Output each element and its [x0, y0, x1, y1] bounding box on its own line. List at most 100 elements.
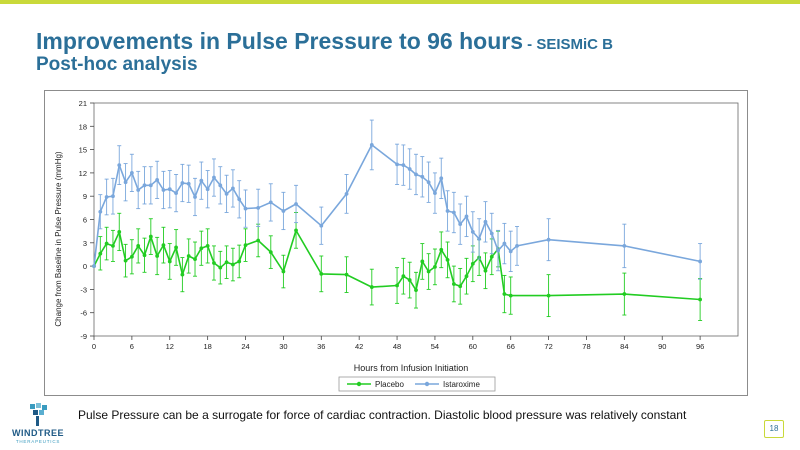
data-point: [104, 195, 109, 199]
data-point: [496, 248, 500, 253]
data-point: [123, 180, 128, 185]
x-axis-label: Hours from Infusion Initiation: [354, 363, 469, 373]
data-point: [401, 163, 406, 168]
title-main: Improvements in Pulse Pressure to 96 hou…: [36, 28, 523, 54]
data-point: [319, 223, 324, 228]
data-point: [268, 250, 273, 255]
y-tick-label: 6: [83, 216, 87, 225]
y-tick-label: -9: [80, 332, 87, 341]
data-point: [117, 163, 122, 168]
chart-panel: -9 -6 -3 0 3 6 9 12 15 18 21 0 6 12 18 24 30 36 42 48 54 60 66…: [44, 90, 748, 396]
data-point: [477, 237, 482, 241]
data-point: [199, 246, 204, 251]
data-point: [464, 214, 469, 219]
data-point: [224, 191, 229, 196]
slide-subtitle: Post-hoc analysis: [36, 54, 198, 75]
data-point: [515, 244, 519, 248]
data-point: [369, 285, 374, 289]
data-point: [451, 210, 456, 215]
y-tick-label: 18: [79, 122, 87, 131]
x-tick-label: 84: [620, 342, 628, 351]
data-point: [205, 187, 210, 192]
data-point: [243, 206, 248, 211]
data-point: [142, 183, 147, 188]
data-point: [123, 258, 128, 263]
data-point: [129, 171, 134, 175]
data-point: [433, 191, 437, 195]
data-point: [104, 241, 109, 246]
series-placebo: [92, 212, 703, 321]
data-point: [231, 186, 235, 191]
x-tick-label: 6: [130, 342, 134, 351]
data-point: [294, 228, 298, 233]
x-tick-label: 36: [317, 342, 325, 351]
data-point: [464, 274, 469, 279]
data-point: [414, 172, 418, 177]
data-point: [129, 254, 134, 259]
data-point: [193, 195, 197, 199]
data-point: [186, 181, 191, 186]
data-point: [111, 244, 115, 248]
x-tick-label: 54: [431, 342, 439, 351]
data-point: [212, 261, 216, 265]
x-tick-label: 0: [92, 342, 96, 351]
data-point: [470, 230, 475, 234]
logo-tagline: THERAPEUTICS: [15, 439, 61, 444]
data-point: [256, 238, 261, 243]
data-point: [622, 292, 627, 296]
x-tick-label: 48: [393, 342, 401, 351]
data-point: [161, 188, 166, 192]
data-point: [439, 247, 444, 252]
data-point: [174, 191, 178, 195]
data-point: [161, 243, 166, 248]
y-tick-label: -6: [80, 309, 87, 318]
data-point: [180, 272, 185, 277]
data-point: [268, 200, 273, 205]
x-tick-label: 18: [203, 342, 211, 351]
data-point: [243, 243, 248, 248]
data-point: [167, 187, 172, 192]
data-point: [395, 283, 399, 288]
data-point: [231, 262, 235, 267]
data-point: [502, 241, 507, 246]
y-axis-label: Change from Baseline in Pulse Pressure (…: [54, 151, 63, 327]
data-point: [237, 259, 242, 264]
data-point: [508, 293, 513, 298]
data-point: [433, 264, 437, 269]
data-point: [439, 176, 444, 181]
data-point: [420, 259, 425, 264]
x-tick-label: 12: [166, 342, 174, 351]
data-point: [218, 183, 223, 188]
data-point: [136, 244, 141, 248]
data-point: [451, 282, 456, 286]
data-point: [489, 254, 494, 259]
series-layer: [92, 119, 703, 321]
data-point: [445, 257, 450, 262]
data-point: [458, 222, 463, 227]
data-point: [199, 178, 204, 183]
y-tick-label: 12: [79, 169, 87, 178]
data-point: [546, 293, 551, 298]
data-point: [489, 231, 494, 236]
data-point: [117, 230, 122, 234]
data-point: [483, 268, 488, 273]
data-point: [395, 162, 399, 167]
data-point: [218, 265, 223, 270]
data-point: [407, 278, 412, 282]
page-number: 18: [764, 420, 784, 438]
data-point: [401, 274, 406, 279]
data-point: [622, 244, 627, 248]
data-point: [470, 261, 475, 266]
data-point: [148, 234, 153, 239]
accent-bar: [0, 0, 800, 4]
company-logo: WINDTREE THERAPEUTICS: [8, 402, 68, 446]
slide-title: Improvements in Pulse Pressure to 96 hou…: [36, 28, 613, 58]
data-point: [319, 271, 324, 276]
data-point: [344, 191, 349, 196]
logo-wordmark: WINDTREE: [12, 428, 64, 438]
data-point: [148, 183, 153, 188]
y-tick-label: 21: [79, 99, 87, 108]
data-point: [155, 177, 160, 182]
data-point: [294, 202, 298, 206]
